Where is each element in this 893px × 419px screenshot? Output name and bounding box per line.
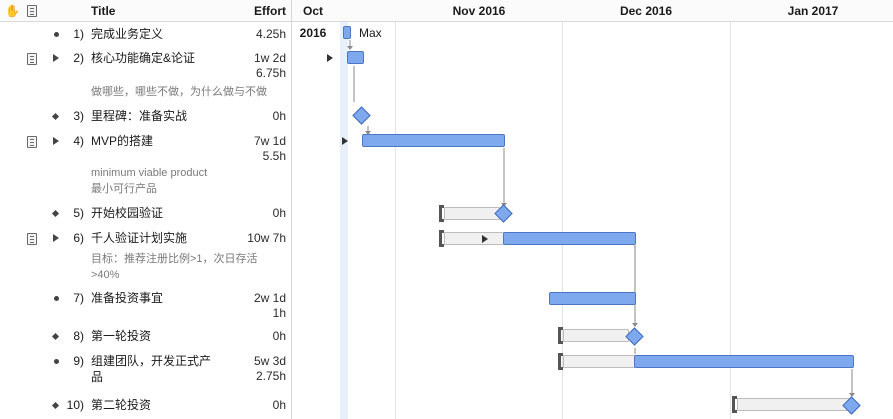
month-label: Dec 2016 — [619, 4, 673, 18]
collapsed-group-icon[interactable] — [482, 235, 488, 243]
task-bar-9[interactable] — [634, 355, 854, 368]
task-row-5[interactable]: 5) 开始校园验证 0h — [0, 205, 292, 225]
task-effort-detail[interactable]: 6.75h — [255, 66, 286, 80]
slack-bar — [563, 355, 635, 368]
month-gridline — [730, 0, 731, 419]
task-effort[interactable]: 0h — [272, 206, 286, 220]
slack-bracket — [439, 230, 444, 247]
task-row-7[interactable]: 7) 准备投资事宜 2w 1d 1h — [0, 290, 292, 326]
task-effort[interactable]: 0h — [272, 109, 286, 123]
bullet-icon — [54, 32, 59, 37]
task-note-line-1[interactable]: 目标：推荐注册比例>1，次日存活 — [91, 253, 258, 265]
hand-icon[interactable]: ✋ — [5, 4, 20, 18]
task-title-continued[interactable]: 品 — [91, 370, 104, 384]
note-icon[interactable] — [27, 233, 37, 245]
slack-bracket — [558, 353, 563, 370]
task-effort[interactable]: 10w 7h — [247, 231, 286, 245]
collapsed-group-icon[interactable] — [342, 137, 348, 145]
task-bar-6[interactable] — [503, 232, 636, 245]
slack-bar — [563, 329, 629, 342]
slack-bar — [444, 207, 500, 220]
task-number: 10) — [66, 398, 84, 412]
task-effort[interactable]: 4.25h — [255, 27, 286, 41]
task-note[interactable]: 做哪些，哪些不做，为什么做与不做 — [91, 86, 267, 98]
task-note-line-2[interactable]: >40% — [91, 269, 120, 281]
slack-bracket — [439, 205, 444, 222]
task-row-4[interactable]: 4) MVP的搭建 7w 1d 5.5h minimum viable prod… — [0, 133, 292, 201]
month-gridline — [395, 0, 396, 419]
task-title[interactable]: 里程碑：准备实战 — [91, 109, 188, 123]
task-number: 6) — [73, 231, 84, 245]
task-effort[interactable]: 0h — [272, 398, 286, 412]
task-number: 9) — [73, 354, 84, 368]
task-row-9[interactable]: 9) 组建团队，开发正式产 品 5w 3d 2.75h — [0, 353, 292, 389]
task-row-8[interactable]: 8) 第一轮投资 0h — [0, 328, 292, 348]
task-bar-7[interactable] — [549, 292, 636, 305]
task-row-3[interactable]: 3) 里程碑：准备实战 0h — [0, 108, 292, 128]
note-icon[interactable] — [27, 136, 37, 148]
month-gridline — [562, 0, 563, 419]
task-title[interactable]: 核心功能确定&论证 — [91, 51, 196, 65]
task-number: 4) — [73, 134, 84, 148]
outline-header: ✋ Title Effort — [0, 0, 292, 22]
task-number: 5) — [73, 206, 84, 220]
task-number: 8) — [73, 329, 84, 343]
task-row-6[interactable]: 6) 千人验证计划实施 10w 7h 目标：推荐注册比例>1，次日存活 >40% — [0, 230, 292, 286]
slack-bar — [444, 232, 504, 245]
task-title[interactable]: 组建团队，开发正式产 — [91, 354, 212, 368]
slack-bracket — [732, 396, 737, 413]
task-title[interactable]: 千人验证计划实施 — [91, 231, 188, 245]
task-bar-4[interactable] — [362, 134, 505, 147]
task-title[interactable]: 准备投资事宜 — [91, 291, 164, 305]
bullet-icon — [54, 359, 59, 364]
task-title[interactable]: 第一轮投资 — [91, 329, 152, 343]
disclosure-triangle-icon[interactable] — [53, 234, 59, 242]
effort-column-header[interactable]: Effort — [254, 4, 286, 18]
disclosure-triangle-icon[interactable] — [53, 137, 59, 145]
task-number: 7) — [73, 291, 84, 305]
timeline-header: Oct 2016 Nov 2016 Dec 2016 Jan 2017 — [292, 0, 893, 40]
task-effort-detail[interactable]: 5.5h — [262, 149, 286, 163]
task-number: 3) — [73, 109, 84, 123]
slack-bracket — [558, 327, 563, 344]
gantt-pane[interactable]: Oct 2016 Nov 2016 Dec 2016 Jan 2017 Max — [292, 0, 893, 419]
task-row-1[interactable]: 1) 完成业务定义 4.25h — [0, 26, 292, 46]
task-effort[interactable]: 0h — [272, 329, 286, 343]
bullet-icon — [54, 296, 59, 301]
task-title[interactable]: 第二轮投资 — [91, 398, 152, 412]
month-label: Nov 2016 — [452, 4, 506, 18]
resource-label: Max — [359, 26, 382, 40]
task-note-line-1[interactable]: minimum viable product — [91, 167, 208, 179]
outline-pane: ✋ Title Effort 1) 完成业务定义 4.25h 2) 核心功能确定… — [0, 0, 292, 419]
task-title[interactable]: 开始校园验证 — [91, 206, 164, 220]
task-note-line-2[interactable]: 最小可行产品 — [91, 183, 157, 195]
task-effort[interactable]: 2w 1d — [253, 291, 286, 305]
task-effort[interactable]: 5w 3d — [253, 354, 286, 368]
collapsed-group-icon[interactable] — [327, 54, 333, 62]
task-row-10[interactable]: 10) 第二轮投资 0h — [0, 397, 292, 417]
task-effort[interactable]: 7w 1d — [253, 134, 286, 148]
task-effort-detail[interactable]: 2.75h — [255, 369, 286, 383]
task-bar-1[interactable] — [343, 26, 351, 39]
task-effort[interactable]: 1w 2d — [253, 51, 286, 65]
task-title[interactable]: MVP的搭建 — [91, 134, 154, 148]
disclosure-triangle-icon[interactable] — [53, 54, 59, 62]
task-number: 1) — [73, 27, 84, 41]
notes-column-icon[interactable] — [27, 5, 37, 17]
note-icon[interactable] — [27, 53, 37, 65]
task-title[interactable]: 完成业务定义 — [91, 27, 164, 41]
pane-splitter[interactable] — [291, 0, 292, 419]
task-row-2[interactable]: 2) 核心功能确定&论证 1w 2d 6.75h 做哪些，哪些不做，为什么做与不… — [0, 50, 292, 104]
task-bar-2[interactable] — [347, 51, 364, 64]
task-effort-detail[interactable]: 1h — [272, 306, 286, 320]
today-marker — [340, 22, 348, 419]
slack-bar — [737, 398, 851, 411]
month-label: Oct 2016 — [299, 4, 327, 40]
task-number: 2) — [73, 51, 84, 65]
title-column-header[interactable]: Title — [91, 4, 116, 18]
month-label: Jan 2017 — [787, 4, 839, 18]
